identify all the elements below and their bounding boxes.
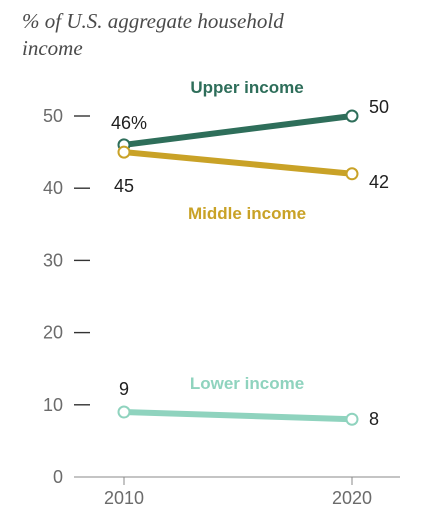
data-label: 9 <box>119 379 129 399</box>
data-label: 8 <box>369 409 379 429</box>
y-tick-label: 50 <box>43 106 63 126</box>
series-name-label: Upper income <box>190 78 303 97</box>
series-name-label: Middle income <box>188 204 306 223</box>
data-label: 50 <box>369 97 389 117</box>
x-axis: 2010 2020 <box>104 477 372 508</box>
series-name-label: Lower income <box>190 374 304 393</box>
data-point <box>117 405 131 419</box>
series-upper-income: 46% 50 Upper income <box>111 78 389 152</box>
series-layer: 46% 50 Upper income 45 42 Middle income 9 8 Lowe… <box>111 78 389 429</box>
series-lower-income: 9 8 Lower income <box>117 374 379 429</box>
y-tick-label: 20 <box>43 323 63 343</box>
y-axis: 0 10 20 30 40 50 <box>43 106 90 487</box>
data-point <box>345 109 359 123</box>
y-tick-label: 0 <box>53 467 63 487</box>
chart-title-line-1: % of U.S. aggregate household <box>22 9 284 33</box>
series-line <box>121 113 355 148</box>
data-label: 42 <box>369 172 389 192</box>
chart-title-line-2: income <box>22 36 83 60</box>
y-tick-label: 30 <box>43 250 63 270</box>
y-tick-label: 10 <box>43 395 63 415</box>
data-label: 46% <box>111 113 147 133</box>
data-label: 45 <box>114 176 134 196</box>
data-point <box>345 167 359 181</box>
y-tick-label: 40 <box>43 178 63 198</box>
x-tick-label: 2020 <box>332 488 372 508</box>
series-line <box>121 409 355 423</box>
x-tick-label: 2010 <box>104 488 144 508</box>
series-line <box>121 149 355 177</box>
data-point <box>117 145 131 159</box>
data-point <box>345 412 359 426</box>
series-middle-income: 45 42 Middle income <box>114 145 389 223</box>
